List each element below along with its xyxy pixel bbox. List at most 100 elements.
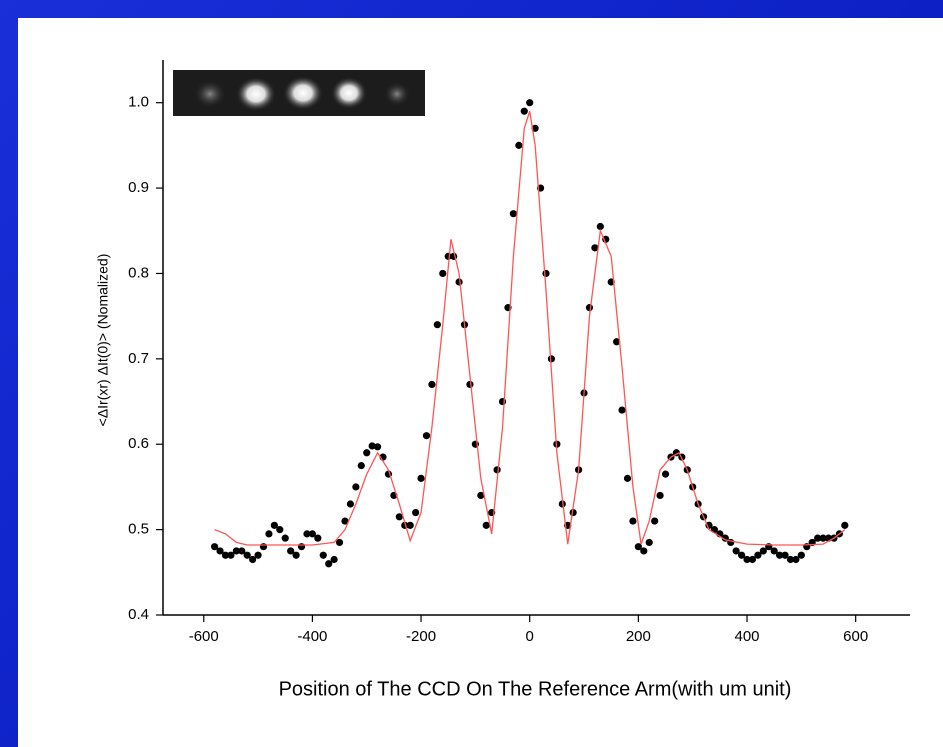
x-tick-label: 0 (526, 628, 534, 645)
data-point (211, 543, 219, 551)
data-point (303, 530, 311, 538)
data-point (227, 551, 235, 559)
data-point (493, 466, 501, 474)
data-point (591, 244, 599, 252)
data-point (319, 551, 327, 559)
data-point (373, 443, 382, 451)
y-tick-label: 0.4 (128, 606, 149, 623)
fit-line (214, 111, 846, 546)
y-tick-label: 0.5 (128, 521, 149, 538)
data-point (308, 530, 316, 538)
data-point (238, 547, 246, 555)
data-point (705, 521, 713, 529)
y-tick-label: 0.8 (128, 264, 149, 281)
data-point (558, 500, 566, 508)
data-point (422, 432, 431, 440)
data-point (602, 235, 610, 243)
data-point (526, 99, 534, 107)
data-point (270, 521, 278, 529)
data-point (792, 555, 800, 564)
data-point (748, 555, 757, 564)
x-axis-title: Position of The CCD On The Reference Arm… (279, 678, 792, 700)
data-point (737, 551, 746, 559)
data-point (776, 551, 784, 559)
data-point (232, 547, 240, 555)
data-point (259, 543, 268, 551)
data-point (346, 500, 355, 508)
data-point (520, 107, 528, 115)
y-tick-label: 0.7 (128, 350, 149, 367)
data-point (618, 406, 626, 414)
data-point (661, 470, 670, 478)
data-point (428, 380, 436, 389)
data-point (498, 397, 507, 406)
x-tick-label: 600 (843, 628, 868, 645)
x-tick-label: -200 (406, 628, 436, 645)
y-tick-label: 0.9 (128, 179, 149, 196)
slide-panel (18, 18, 943, 747)
data-point (330, 555, 338, 564)
data-point (439, 269, 447, 278)
data-point (297, 543, 306, 551)
data-point (433, 321, 441, 329)
data-point (786, 555, 795, 564)
data-point (352, 483, 360, 491)
data-point (634, 543, 642, 551)
data-point (542, 269, 550, 278)
data-point (770, 547, 778, 555)
data-point (743, 555, 751, 564)
data-point (314, 534, 322, 542)
data-point (569, 508, 577, 517)
data-point (656, 491, 664, 500)
data-point (254, 551, 262, 559)
data-point (281, 534, 289, 542)
data-point (325, 560, 333, 568)
data-point (287, 547, 295, 555)
data-point (547, 355, 556, 363)
data-point (732, 547, 740, 555)
x-tick-label: -600 (189, 628, 219, 645)
data-point (629, 517, 637, 525)
data-point (265, 530, 273, 538)
data-point (477, 491, 485, 500)
data-point (645, 538, 653, 547)
data-point (585, 304, 594, 312)
inset-image (173, 70, 425, 116)
data-point (216, 547, 224, 555)
data-point (466, 380, 474, 389)
data-point (249, 555, 257, 564)
data-point (623, 474, 632, 482)
x-tick-label: 400 (735, 628, 760, 645)
data-point (797, 551, 805, 559)
data-point (509, 210, 518, 218)
data-point (221, 551, 230, 559)
data-point (406, 521, 414, 529)
data-point (482, 521, 490, 529)
x-tick-label: 200 (626, 628, 651, 645)
data-point (292, 551, 300, 559)
data-point (276, 526, 284, 534)
data-point (368, 442, 376, 450)
data-point (341, 517, 349, 525)
data-point (613, 338, 621, 346)
data-point (363, 449, 371, 457)
data-point (357, 461, 365, 470)
data-point (412, 508, 420, 517)
data-point (754, 551, 762, 559)
data-point (640, 547, 648, 555)
data-point (814, 534, 822, 542)
data-point (417, 474, 425, 482)
y-tick-label: 0.6 (128, 435, 149, 452)
data-point (335, 538, 344, 547)
data-point (515, 141, 523, 149)
data-point (819, 534, 827, 542)
data-point (781, 551, 789, 559)
data-point (243, 551, 251, 559)
y-axis-title: <ΔIr(xr) ΔIt(0)> (Nomalized) (95, 254, 111, 427)
data-point (651, 517, 659, 525)
x-tick-label: -400 (297, 628, 327, 645)
data-point (759, 547, 767, 555)
data-point (395, 513, 403, 521)
